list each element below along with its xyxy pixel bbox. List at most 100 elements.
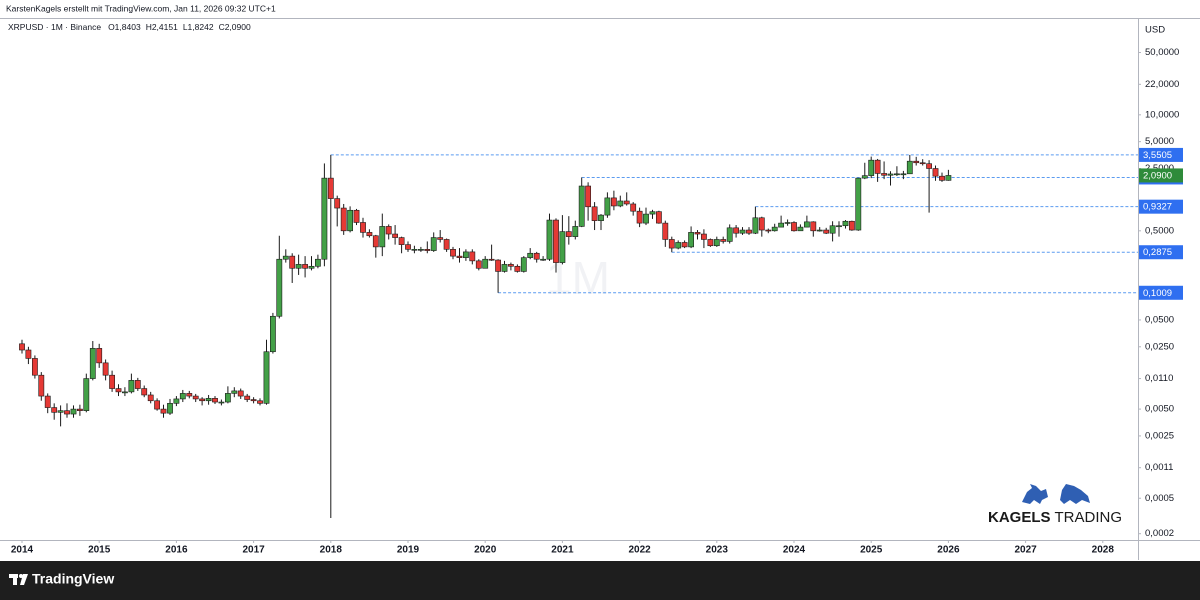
level-tag-bg	[1139, 199, 1183, 214]
y-tick-label: 10,0000	[1145, 109, 1179, 120]
candle-body	[160, 408, 167, 414]
candle-body	[643, 213, 649, 224]
brand-word: TRADING	[1055, 509, 1123, 526]
candle-body	[276, 258, 283, 317]
candle-body	[797, 226, 804, 232]
candle-body	[437, 237, 444, 240]
candle-body	[456, 255, 463, 258]
candle-body	[64, 410, 70, 415]
candle-body	[791, 222, 797, 232]
candle-body	[218, 401, 225, 404]
brand-text: KAGELS TRADING	[988, 509, 1122, 526]
candle-body	[900, 173, 907, 176]
candle-body	[302, 264, 308, 269]
candle-body	[392, 233, 399, 238]
candle-body	[51, 407, 58, 413]
candle-body	[842, 220, 849, 227]
candle-body	[186, 393, 193, 397]
candle-body	[816, 229, 823, 232]
brand-name: KAGELS	[988, 509, 1051, 526]
candle-body	[675, 242, 682, 249]
candle-body	[263, 351, 270, 404]
candle-body	[134, 380, 141, 389]
candle-body	[25, 349, 32, 359]
candle-body	[508, 264, 514, 267]
candle-body	[739, 229, 746, 234]
y-tick-label: 0,0005	[1145, 493, 1174, 504]
bull-icon	[1022, 484, 1048, 504]
candle-body	[848, 220, 855, 231]
candle-body	[321, 177, 328, 260]
candle-body	[758, 217, 765, 231]
candle-body	[102, 362, 109, 376]
candle-body	[450, 249, 456, 257]
candle-body	[282, 255, 289, 260]
candle-body	[89, 348, 96, 379]
candle-body	[482, 258, 489, 269]
candle-body	[630, 203, 637, 212]
candle-body	[398, 237, 405, 245]
candle-body	[212, 398, 218, 403]
candle-body	[553, 219, 559, 263]
candle-body	[192, 395, 199, 400]
x-tick-label: 2028	[1092, 545, 1115, 556]
candle-body	[443, 239, 450, 250]
candle-body	[533, 252, 540, 260]
candle-body	[244, 395, 251, 400]
legend-high: H2,4151	[146, 22, 178, 32]
candle-body	[527, 252, 534, 258]
candle-body	[231, 390, 238, 394]
level-tag-bg	[1139, 245, 1183, 260]
candle-body	[147, 394, 154, 402]
candle-body	[565, 231, 572, 237]
candle-body	[366, 232, 373, 237]
candle-body	[353, 209, 360, 223]
y-tick-label: 0,0110	[1145, 373, 1173, 384]
candle-body	[417, 249, 424, 251]
candle-body	[109, 374, 115, 389]
candle-body	[495, 259, 501, 272]
candle-body	[694, 232, 701, 235]
candle-body	[572, 226, 579, 237]
candle-body	[765, 229, 772, 232]
candle-body	[385, 226, 392, 235]
x-tick-label: 2020	[474, 545, 497, 556]
candle-body	[475, 260, 482, 269]
candle-body	[520, 257, 527, 272]
candle-body	[771, 226, 778, 232]
candle-body	[636, 210, 643, 224]
candle-body	[836, 225, 842, 228]
candle-body	[31, 358, 38, 376]
candle-body	[501, 264, 508, 272]
candle-body	[617, 200, 624, 207]
candle-body	[19, 343, 25, 351]
level-tag-bg	[1139, 147, 1183, 162]
level-tag-bg	[1139, 285, 1183, 300]
candle-body	[379, 226, 386, 248]
plot-area	[19, 154, 1138, 519]
candle-body	[887, 173, 894, 176]
candle-body	[746, 229, 752, 234]
candle-body	[411, 249, 418, 251]
candle-body	[295, 264, 302, 269]
candle-body	[514, 265, 521, 272]
candle-body	[874, 159, 881, 174]
candle-body	[83, 378, 90, 411]
candle-body	[179, 393, 186, 400]
candle-body	[926, 163, 932, 169]
candle-body	[688, 232, 694, 248]
candle-body	[919, 162, 926, 165]
candle-body	[855, 177, 862, 231]
y-tick-label: 0,5000	[1145, 225, 1174, 236]
candle-body	[141, 388, 148, 396]
candle-body	[430, 237, 437, 251]
logo-part	[20, 574, 28, 585]
x-tick-label: 2018	[320, 545, 343, 556]
candle-body	[257, 400, 263, 404]
candle-body	[546, 219, 553, 260]
candle-body	[347, 209, 354, 232]
y-tick-label: 0,0050	[1145, 404, 1174, 415]
level-tag: 0,2875	[1143, 247, 1172, 258]
candle-body	[810, 221, 817, 232]
candle-body	[598, 214, 604, 221]
